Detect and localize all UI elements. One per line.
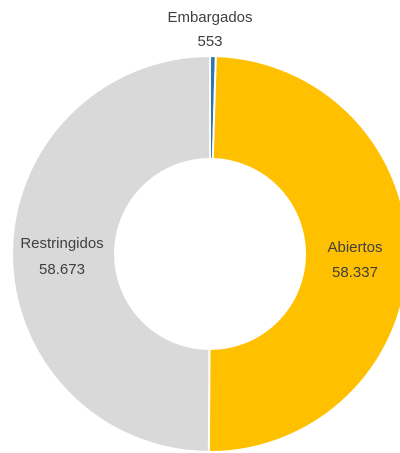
donut-slice [207,55,400,453]
category-label: Embargados [167,9,252,26]
value-label: 553 [197,33,222,50]
category-label: Abiertos [327,239,382,256]
donut-slice [11,54,211,453]
value-label: 58.337 [332,264,378,281]
category-label: Restringidos [20,235,103,252]
value-label: 58.673 [39,261,85,278]
